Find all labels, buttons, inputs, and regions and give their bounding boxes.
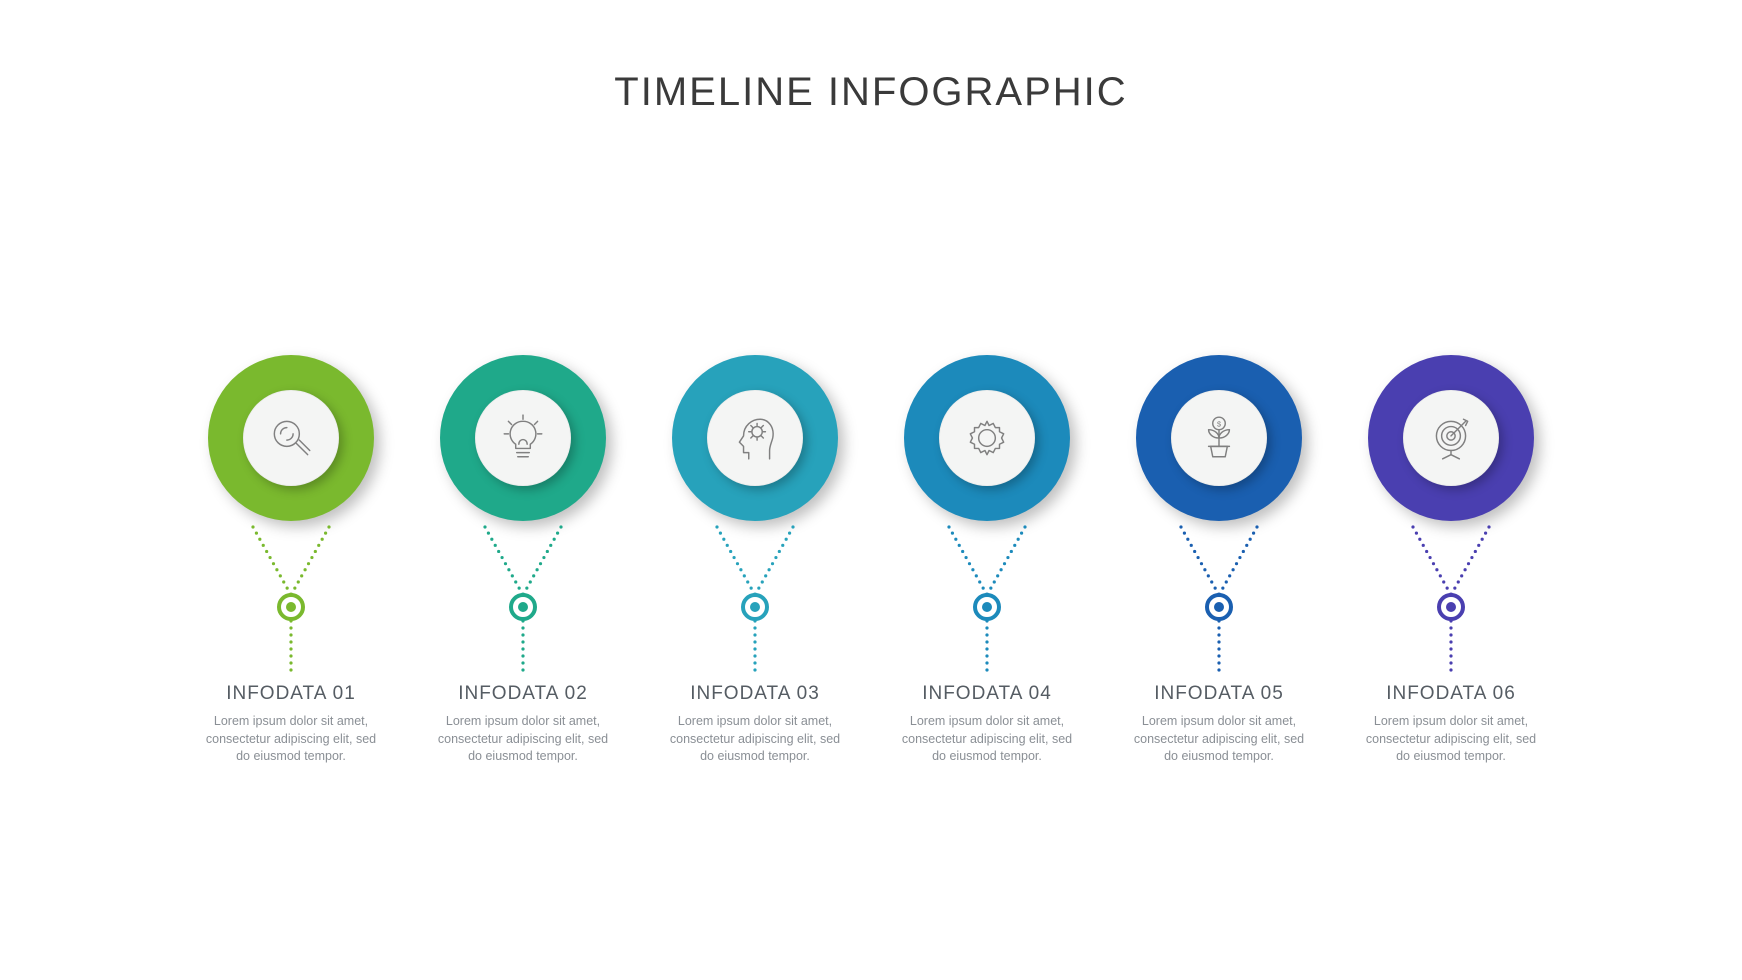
timeline-step: INFODATA 04 Lorem ipsum dolor sit amet, …: [897, 355, 1077, 766]
step-connector: [440, 521, 606, 681]
step-label: INFODATA 06: [1386, 683, 1516, 705]
step-outer-circle: $: [1136, 355, 1302, 521]
timeline-step: $ INFODATA 05 Lorem ipsum dolor sit amet…: [1129, 355, 1309, 766]
step-label: INFODATA 01: [226, 683, 356, 705]
magnifier-icon: [266, 413, 316, 463]
step-label: INFODATA 05: [1154, 683, 1284, 705]
step-description: Lorem ipsum dolor sit amet, consectetur …: [665, 713, 845, 766]
step-inner-circle: $: [1171, 390, 1267, 486]
step-label: INFODATA 03: [690, 683, 820, 705]
timeline-step: INFODATA 03 Lorem ipsum dolor sit amet, …: [665, 355, 845, 766]
timeline-row: INFODATA 01 Lorem ipsum dolor sit amet, …: [0, 355, 1742, 766]
step-description: Lorem ipsum dolor sit amet, consectetur …: [897, 713, 1077, 766]
step-inner-circle: [1403, 390, 1499, 486]
timeline-step: INFODATA 02 Lorem ipsum dolor sit amet, …: [433, 355, 613, 766]
step-connector: [1136, 521, 1302, 681]
lightbulb-icon: [498, 413, 548, 463]
svg-text:$: $: [1217, 420, 1221, 429]
head-gear-icon: [730, 413, 780, 463]
timeline-step: INFODATA 01 Lorem ipsum dolor sit amet, …: [201, 355, 381, 766]
money-plant-icon: $: [1194, 413, 1244, 463]
step-description: Lorem ipsum dolor sit amet, consectetur …: [1361, 713, 1541, 766]
step-label: INFODATA 04: [922, 683, 1052, 705]
step-inner-circle: [939, 390, 1035, 486]
step-outer-circle: [904, 355, 1070, 521]
step-inner-circle: [707, 390, 803, 486]
step-inner-circle: [475, 390, 571, 486]
step-inner-circle: [243, 390, 339, 486]
step-description: Lorem ipsum dolor sit amet, consectetur …: [433, 713, 613, 766]
step-label: INFODATA 02: [458, 683, 588, 705]
timeline-step: INFODATA 06 Lorem ipsum dolor sit amet, …: [1361, 355, 1541, 766]
step-connector: [672, 521, 838, 681]
step-outer-circle: [672, 355, 838, 521]
step-description: Lorem ipsum dolor sit amet, consectetur …: [1129, 713, 1309, 766]
step-description: Lorem ipsum dolor sit amet, consectetur …: [201, 713, 381, 766]
step-connector: [208, 521, 374, 681]
step-outer-circle: [1368, 355, 1534, 521]
step-outer-circle: [440, 355, 606, 521]
step-connector: [904, 521, 1070, 681]
step-connector: [1368, 521, 1534, 681]
gear-icon: [962, 413, 1012, 463]
target-icon: [1426, 413, 1476, 463]
step-outer-circle: [208, 355, 374, 521]
page-title: TIMELINE INFOGRAPHIC: [0, 70, 1742, 115]
